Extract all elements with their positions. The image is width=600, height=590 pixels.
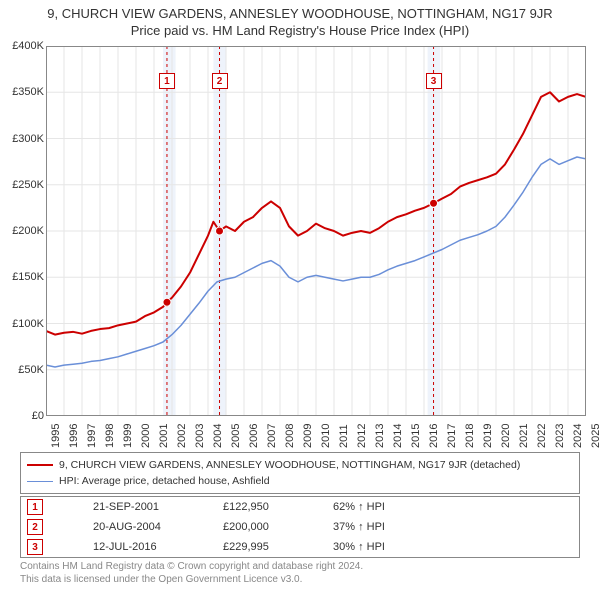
x-tick-label: 2010	[320, 424, 332, 448]
x-tick-label: 2011	[338, 424, 350, 448]
sale-vs-hpi: 62% ↑ HPI	[333, 501, 433, 513]
x-tick-label: 2023	[554, 424, 566, 448]
sale-price: £229,995	[223, 541, 323, 553]
sale-row: 1 21-SEP-2001 £122,950 62% ↑ HPI	[21, 497, 579, 517]
chart-container: 9, CHURCH VIEW GARDENS, ANNESLEY WOODHOU…	[0, 0, 600, 590]
legend: 9, CHURCH VIEW GARDENS, ANNESLEY WOODHOU…	[20, 452, 580, 494]
credits-line1: Contains HM Land Registry data © Crown c…	[20, 560, 580, 573]
x-tick-label: 2004	[212, 424, 224, 448]
sales-table: 1 21-SEP-2001 £122,950 62% ↑ HPI 2 20-AUG-200…	[20, 496, 580, 558]
x-tick-label: 2006	[248, 424, 260, 448]
x-tick-label: 2013	[374, 424, 386, 448]
y-tick-label: £250K	[4, 179, 44, 191]
x-tick-label: 2017	[446, 424, 458, 448]
x-tick-label: 2016	[428, 424, 440, 448]
sale-vs-hpi: 30% ↑ HPI	[333, 541, 433, 553]
chart-plot-area	[46, 46, 586, 416]
credits-line2: This data is licensed under the Open Gov…	[20, 573, 580, 586]
x-tick-label: 2009	[302, 424, 314, 448]
x-tick-label: 2015	[410, 424, 422, 448]
sale-price: £200,000	[223, 521, 323, 533]
x-tick-label: 2024	[572, 424, 584, 448]
sale-row: 3 12-JUL-2016 £229,995 30% ↑ HPI	[21, 537, 579, 557]
y-tick-label: £350K	[4, 86, 44, 98]
x-tick-label: 1999	[122, 424, 134, 448]
x-tick-label: 1995	[50, 424, 62, 448]
sale-date: 20-AUG-2004	[93, 521, 213, 533]
sale-price: £122,950	[223, 501, 323, 513]
y-tick-label: £200K	[4, 225, 44, 237]
sale-vs-hpi: 37% ↑ HPI	[333, 521, 433, 533]
x-tick-label: 2002	[176, 424, 188, 448]
y-tick-label: £100K	[4, 318, 44, 330]
chart-sale-marker: 3	[426, 73, 442, 89]
legend-swatch	[27, 481, 53, 482]
x-tick-label: 1996	[68, 424, 80, 448]
chart-sale-marker: 2	[212, 73, 228, 89]
x-tick-label: 2018	[464, 424, 476, 448]
x-tick-label: 2005	[230, 424, 242, 448]
sale-date: 21-SEP-2001	[93, 501, 213, 513]
legend-row: 9, CHURCH VIEW GARDENS, ANNESLEY WOODHOU…	[27, 457, 573, 473]
legend-row: HPI: Average price, detached house, Ashf…	[27, 473, 573, 489]
x-tick-label: 2022	[536, 424, 548, 448]
chart-title: 9, CHURCH VIEW GARDENS, ANNESLEY WOODHOU…	[0, 0, 600, 21]
x-tick-label: 2021	[518, 424, 530, 448]
sale-marker-number: 1	[27, 499, 43, 515]
chart-subtitle: Price paid vs. HM Land Registry's House …	[0, 21, 600, 38]
credits: Contains HM Land Registry data © Crown c…	[20, 560, 580, 586]
chart-sale-marker: 1	[159, 73, 175, 89]
sale-date: 12-JUL-2016	[93, 541, 213, 553]
x-tick-label: 2012	[356, 424, 368, 448]
legend-swatch	[27, 464, 53, 466]
y-tick-label: £50K	[4, 364, 44, 376]
y-tick-label: £400K	[4, 40, 44, 52]
x-tick-label: 2000	[140, 424, 152, 448]
sale-row: 2 20-AUG-2004 £200,000 37% ↑ HPI	[21, 517, 579, 537]
x-tick-label: 2001	[158, 424, 170, 448]
x-tick-label: 2025	[590, 424, 600, 448]
y-tick-label: £0	[4, 410, 44, 422]
y-tick-label: £150K	[4, 271, 44, 283]
sale-marker-number: 3	[27, 539, 43, 555]
x-tick-label: 2020	[500, 424, 512, 448]
x-tick-label: 2003	[194, 424, 206, 448]
x-tick-label: 2008	[284, 424, 296, 448]
x-tick-label: 2019	[482, 424, 494, 448]
y-tick-label: £300K	[4, 133, 44, 145]
x-tick-label: 2014	[392, 424, 404, 448]
x-tick-label: 2007	[266, 424, 278, 448]
chart-svg	[46, 46, 586, 416]
legend-label: HPI: Average price, detached house, Ashf…	[59, 475, 270, 487]
x-tick-label: 1998	[104, 424, 116, 448]
sale-marker-number: 2	[27, 519, 43, 535]
x-tick-label: 1997	[86, 424, 98, 448]
legend-label: 9, CHURCH VIEW GARDENS, ANNESLEY WOODHOU…	[59, 459, 520, 471]
